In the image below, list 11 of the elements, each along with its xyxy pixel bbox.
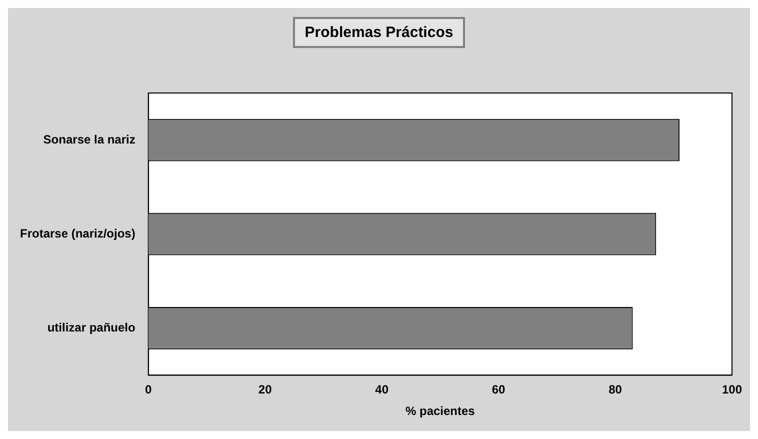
x-tick-label: 20 <box>258 382 272 397</box>
x-tick-label: 80 <box>608 382 622 397</box>
y-tick-label: utilizar pañuelo <box>47 320 136 334</box>
chart-title: Problemas Prácticos <box>292 17 466 48</box>
x-tick-label: 100 <box>722 382 742 397</box>
x-tick-label: 60 <box>492 382 506 397</box>
y-tick-label: Sonarse la nariz <box>43 132 136 146</box>
x-tick-label: 40 <box>375 382 389 397</box>
x-axis-title: % pacientes <box>405 404 476 418</box>
x-tick-label: 0 <box>145 382 152 397</box>
y-tick-label: Frotarse (nariz/ojos) <box>20 226 136 240</box>
